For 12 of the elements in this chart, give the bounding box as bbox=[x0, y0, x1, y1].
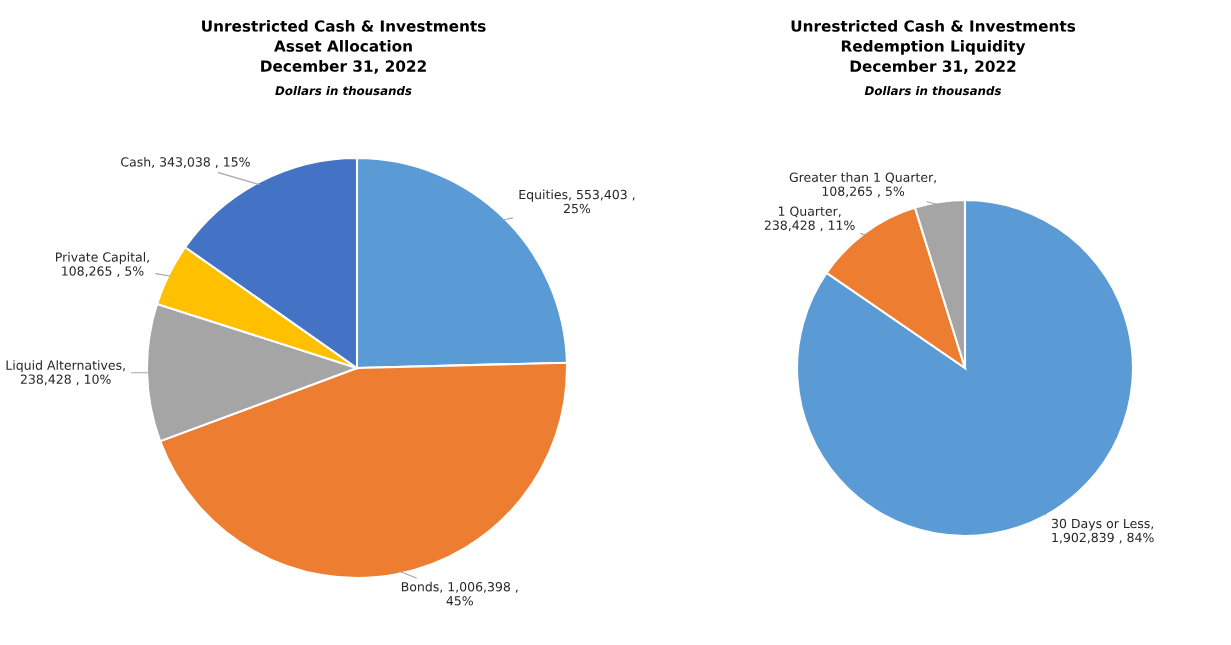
chart-title: Unrestricted Cash & Investments Asset Allocation December 31, 2022 bbox=[202, 20, 486, 74]
slice-label: Bonds, 1,006,398 , 45% bbox=[401, 581, 518, 606]
chart-title: Unrestricted Cash & Investments Redemption Liquidity December 31, 2022 bbox=[791, 20, 1076, 74]
chart-subtitle: Dollars in thousands bbox=[275, 86, 412, 96]
slice-label: Equities, 553,403 , 25% bbox=[519, 189, 635, 214]
slice-label: Cash, 343,038 , 15% bbox=[121, 156, 250, 168]
slice-label: Greater than 1 Quarter, 108,265 , 5% bbox=[789, 172, 936, 198]
slice-label: Private Capital, 108,265 , 5% bbox=[56, 252, 149, 278]
slice-label: Liquid Alternatives, 238,428 , 10% bbox=[6, 360, 125, 386]
slice-label: 1 Quarter, 238,428 , 11% bbox=[764, 206, 855, 232]
chart-subtitle: Dollars in thousands bbox=[864, 86, 1002, 96]
slice-label: 30 Days or Less, 1,902,839 , 84% bbox=[1052, 518, 1154, 544]
